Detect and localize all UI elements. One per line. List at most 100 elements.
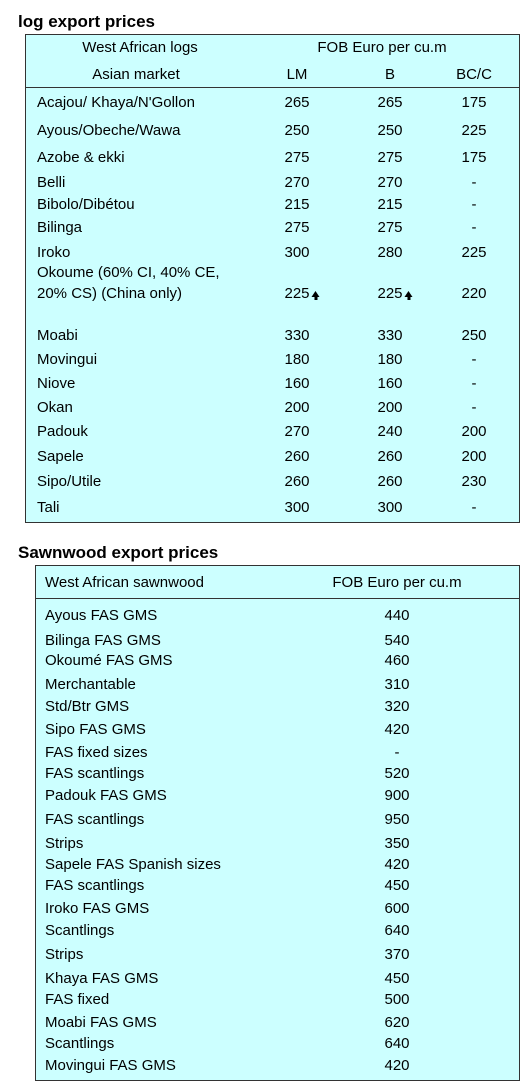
product-name: Iroko FAS GMS: [45, 900, 150, 917]
product-name: Sipo FAS GMS: [45, 721, 146, 738]
product-name: Sapele FAS Spanish sizes: [45, 856, 221, 873]
product-name: Khaya FAS GMS: [45, 970, 159, 987]
price: 420: [384, 856, 410, 873]
product-name: Scantlings: [45, 922, 115, 939]
price: 250: [284, 122, 310, 139]
price: 265: [377, 94, 403, 111]
price: 330: [377, 327, 403, 344]
section-title: log export prices: [18, 12, 155, 31]
price: 215: [377, 196, 403, 213]
column-header: LM: [286, 66, 308, 83]
price: 310: [384, 676, 410, 693]
column-header: FOB Euro per cu.m: [317, 39, 447, 56]
price: 250: [461, 327, 487, 344]
product-name: Scantlings: [45, 1035, 115, 1052]
price: 220: [461, 285, 487, 302]
price: 275: [284, 149, 310, 166]
species-name: Sipo/Utile: [37, 473, 102, 490]
price: 300: [377, 499, 403, 516]
price: 160: [284, 375, 310, 392]
product-name: Std/Btr GMS: [45, 698, 130, 715]
price: 280: [377, 244, 403, 261]
table-box: [25, 34, 520, 523]
product-name: Movingui FAS GMS: [45, 1057, 176, 1074]
price: 175: [461, 94, 487, 111]
price: 200: [377, 399, 403, 416]
price: 175: [461, 149, 487, 166]
price: 620: [384, 1014, 410, 1031]
species-name: Niove: [37, 375, 76, 392]
product-name: Padouk FAS GMS: [45, 787, 167, 804]
price: 450: [384, 877, 410, 894]
price: -: [471, 174, 477, 191]
price: 270: [377, 174, 403, 191]
species-name: Ayous/Obeche/Wawa: [37, 122, 181, 139]
product-name: Strips: [45, 835, 84, 852]
column-header: B: [384, 66, 396, 83]
price: 320: [384, 698, 410, 715]
table-box: [35, 565, 520, 1081]
price: 275: [284, 219, 310, 236]
species-name: Padouk: [37, 423, 88, 440]
price: 200: [461, 448, 487, 465]
header-rule: [35, 598, 519, 599]
price: 275: [377, 219, 403, 236]
species-name: Moabi: [37, 327, 78, 344]
price: 270: [284, 174, 310, 191]
price: 900: [384, 787, 410, 804]
price: 180: [284, 351, 310, 368]
price: -: [471, 196, 477, 213]
product-name: FAS scantlings: [45, 765, 145, 782]
species-name: Sapele: [37, 448, 84, 465]
price: 370: [384, 946, 410, 963]
species-name: Okoume (60% CI, 40% CE, 20% CS) (China o…: [37, 264, 220, 302]
price: 260: [284, 473, 310, 490]
species-name: Azobe & ekki: [37, 149, 125, 166]
header-rule: [25, 87, 519, 88]
price: -: [394, 744, 400, 761]
price: 265: [284, 94, 310, 111]
price: 300: [284, 499, 310, 516]
price: -: [471, 219, 477, 236]
price: 640: [384, 1035, 410, 1052]
product-name: FAS fixed sizes: [45, 744, 148, 761]
species-name: Okan: [37, 399, 73, 416]
product-name: Merchantable: [45, 676, 136, 693]
product-name: Okoumé FAS GMS: [45, 652, 173, 669]
price: 300: [284, 244, 310, 261]
price: 440: [384, 607, 410, 624]
price: 520: [384, 765, 410, 782]
price: 230: [461, 473, 487, 490]
price: 330: [284, 327, 310, 344]
price: 350: [384, 835, 410, 852]
price: 225: [377, 284, 413, 304]
price: 450: [384, 970, 410, 987]
price: 225: [461, 244, 487, 261]
price: 250: [377, 122, 403, 139]
price: 160: [377, 375, 403, 392]
price: 200: [461, 423, 487, 440]
price: 500: [384, 991, 410, 1008]
price: 270: [284, 423, 310, 440]
column-header: BC/C: [456, 66, 492, 83]
product-name: Moabi FAS GMS: [45, 1014, 157, 1031]
up-arrow: [404, 291, 413, 300]
product-name: Bilinga FAS GMS: [45, 632, 161, 649]
species-name: Bilinga: [37, 219, 83, 236]
price: 200: [284, 399, 310, 416]
species-name: Movingui: [37, 351, 98, 368]
product-name: FAS scantlings: [45, 877, 145, 894]
price: 275: [377, 149, 403, 166]
price: -: [471, 375, 477, 392]
section-title: Sawnwood export prices: [18, 543, 219, 562]
column-header: FOB Euro per cu.m: [332, 574, 462, 591]
price: 540: [384, 632, 410, 649]
column-header: West African logs: [82, 39, 198, 56]
column-header: Asian market: [92, 66, 180, 83]
product-name: Ayous FAS GMS: [45, 607, 158, 624]
price: -: [471, 351, 477, 368]
price: 420: [384, 721, 410, 738]
species-name: Iroko: [37, 244, 71, 261]
price: 240: [377, 423, 403, 440]
price: -: [471, 399, 477, 416]
